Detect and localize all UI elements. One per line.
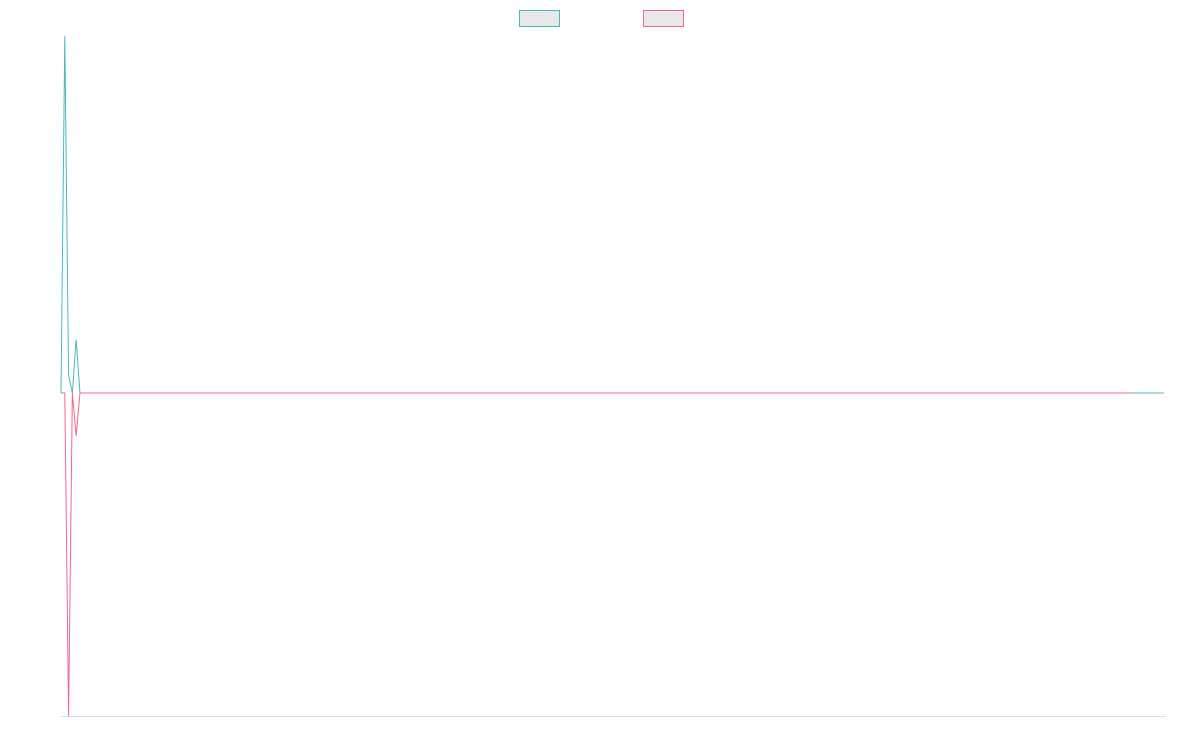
series-layer: [60, 35, 1164, 717]
series-line-1: [60, 35, 1164, 394]
legend-swatch-2[interactable]: [643, 10, 684, 27]
legend[interactable]: [519, 10, 684, 27]
legend-swatch-1[interactable]: [519, 10, 560, 27]
series-line-2: [61, 392, 1134, 717]
plot-area: [60, 35, 1166, 717]
